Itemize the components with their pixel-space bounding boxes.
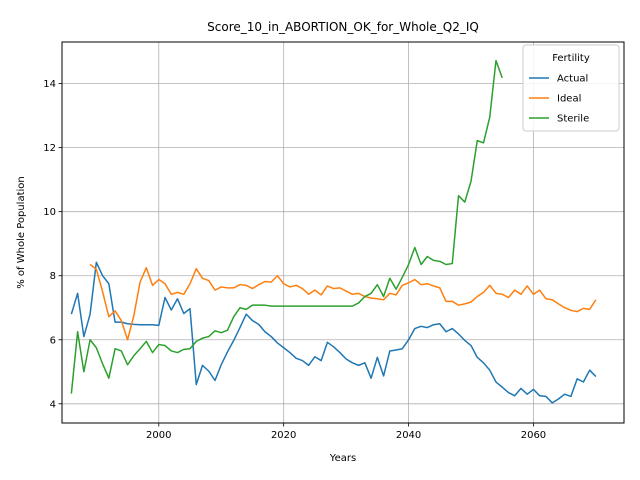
series-line-ideal (89, 263, 597, 341)
legend-title: Fertility (552, 53, 590, 64)
legend-label-ideal: Ideal (557, 94, 581, 105)
legend-label-actual: Actual (557, 74, 588, 85)
chart-title: Score_10_in_ABORTION_OK_for_Whole_Q2_IQ (207, 20, 479, 34)
y-tick-label-12: 12 (43, 143, 56, 154)
y-axis-title: % of Whole Population (16, 176, 27, 289)
legend: Fertility Actual Ideal Sterile (522, 44, 620, 132)
plot-frame (61, 41, 625, 424)
series-line-sterile (70, 59, 503, 394)
x-tick-label-2000: 2000 (146, 430, 171, 441)
series-lines (70, 59, 597, 404)
axis-ticks: 2000 2020 2040 2060 4 6 8 10 12 14 (43, 79, 546, 441)
x-tick-label-2060: 2060 (521, 430, 546, 441)
legend-label-sterile: Sterile (557, 114, 589, 125)
y-tick-label-14: 14 (43, 79, 56, 90)
y-tick-label-4: 4 (50, 399, 56, 410)
x-tick-label-2040: 2040 (396, 430, 421, 441)
y-tick-label-8: 8 (50, 271, 56, 282)
y-tick-label-6: 6 (50, 335, 56, 346)
series-line-actual (70, 261, 597, 404)
legend-box (522, 44, 620, 132)
x-tick-label-2020: 2020 (271, 430, 296, 441)
y-tick-label-10: 10 (43, 207, 56, 218)
x-axis-title: Years (329, 453, 356, 464)
